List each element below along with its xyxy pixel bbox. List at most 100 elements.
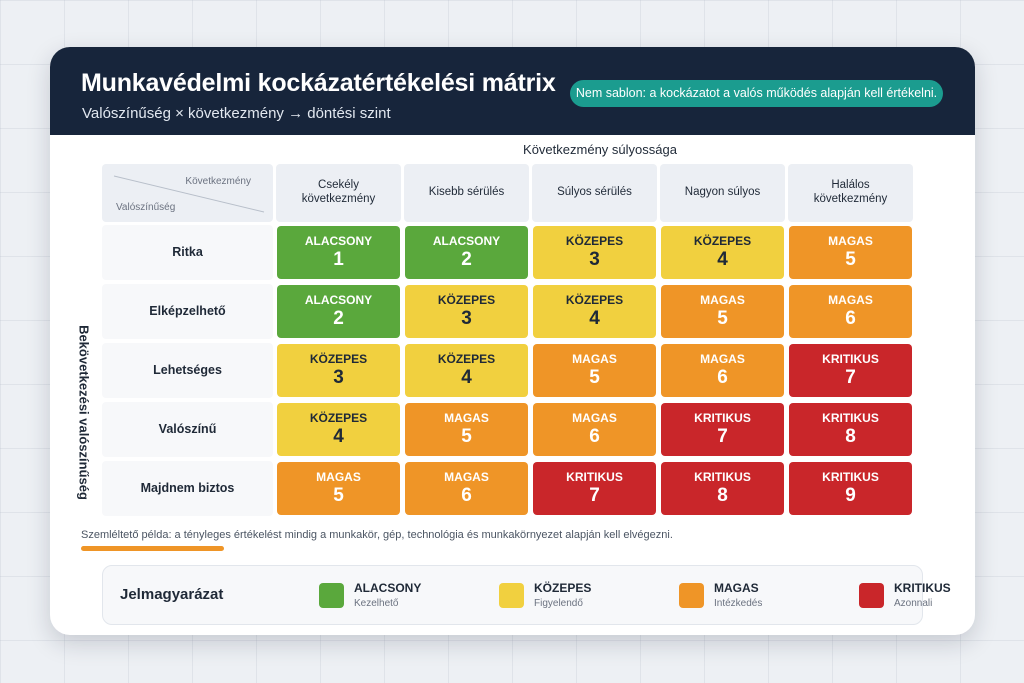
risk-score: 3	[589, 249, 600, 270]
matrix-cell-rare-fatal: MAGAS 5	[789, 226, 912, 279]
matrix-cell-likely-negligible: KÖZEPES 4	[277, 403, 400, 456]
row-header-likely: Valószínű	[102, 402, 273, 457]
matrix-cell-possible-imaginable-minor: KÖZEPES 3	[405, 285, 528, 338]
row-header-possible: Lehetséges	[102, 343, 273, 398]
risk-level-label: KÖZEPES	[309, 411, 368, 425]
matrix-cell-possible-imaginable-negligible: ALACSONY 2	[277, 285, 400, 338]
risk-score: 3	[461, 308, 472, 329]
matrix-cell-likely-fatal: KRITIKUS 8	[789, 403, 912, 456]
risk-level-label: KRITIKUS	[694, 411, 751, 425]
matrix-cell-rare-negligible: ALACSONY 1	[277, 226, 400, 279]
consequence-axis-title: Következmény súlyossága	[523, 142, 677, 157]
risk-level-label: MAGAS	[700, 293, 745, 307]
legend-swatch-low	[319, 583, 344, 608]
risk-score: 6	[845, 308, 856, 329]
risk-level-label: KRITIKUS	[694, 470, 751, 484]
matrix-cell-possible-serious: MAGAS 5	[533, 344, 656, 397]
corner-likelihood-label: Valószínűség	[116, 202, 176, 213]
column-header-fatal: Halálos következmény	[788, 164, 913, 222]
matrix-cell-possible-imaginable-very-serious: MAGAS 5	[661, 285, 784, 338]
page-title: Munkavédelmi kockázatértékelési mátrix	[81, 69, 556, 97]
risk-level-label: KRITIKUS	[822, 411, 879, 425]
risk-score: 5	[717, 308, 728, 329]
legend-desc: Intézkedés	[714, 598, 763, 609]
matrix-cell-likely-serious: MAGAS 6	[533, 403, 656, 456]
risk-score: 4	[333, 426, 344, 447]
matrix-cell-likely-minor: MAGAS 5	[405, 403, 528, 456]
matrix-cell-almost-certain-negligible: MAGAS 5	[277, 462, 400, 515]
matrix-cell-almost-certain-minor: MAGAS 6	[405, 462, 528, 515]
risk-score: 4	[717, 249, 728, 270]
matrix-cell-possible-imaginable-fatal: MAGAS 6	[789, 285, 912, 338]
page-subtitle: Valószínűség × következmény → döntési sz…	[82, 105, 391, 122]
legend-swatch-critical	[859, 583, 884, 608]
header: Munkavédelmi kockázatértékelési mátrix V…	[50, 47, 975, 135]
risk-level-label: KÖZEPES	[437, 293, 496, 307]
column-header-serious: Súlyos sérülés	[532, 164, 657, 222]
risk-score: 7	[717, 426, 728, 447]
legend-label: MAGAS	[714, 581, 759, 595]
legend-desc: Azonnali	[894, 598, 933, 609]
risk-level-label: KÖZEPES	[437, 352, 496, 366]
risk-level-label: MAGAS	[444, 470, 489, 484]
risk-score: 5	[333, 485, 344, 506]
footnote: Szemléltető példa: a tényleges értékelés…	[81, 529, 673, 541]
risk-level-label: ALACSONY	[304, 234, 373, 248]
legend-title: Jelmagyarázat	[120, 586, 224, 603]
matrix-cell-possible-fatal: KRITIKUS 7	[789, 344, 912, 397]
matrix-cell-rare-minor: ALACSONY 2	[405, 226, 528, 279]
risk-level-label: MAGAS	[316, 470, 361, 484]
risk-level-label: MAGAS	[444, 411, 489, 425]
risk-score: 4	[461, 367, 472, 388]
risk-score: 3	[333, 367, 344, 388]
note-badge: Nem sablon: a kockázatot a valós működés…	[570, 80, 943, 107]
matrix-cell-rare-serious: KÖZEPES 3	[533, 226, 656, 279]
legend-swatch-medium	[499, 583, 524, 608]
corner-diagonal-icon	[113, 175, 265, 213]
risk-level-label: MAGAS	[572, 411, 617, 425]
column-header-negligible: Csekély következmény	[276, 164, 401, 222]
matrix-cell-possible-negligible: KÖZEPES 3	[277, 344, 400, 397]
risk-score: 6	[461, 485, 472, 506]
risk-level-label: KÖZEPES	[693, 234, 752, 248]
risk-level-label: MAGAS	[572, 352, 617, 366]
row-header-possible-imaginable: Elképzelhető	[102, 284, 273, 339]
matrix-corner: Következmény Valószínűség	[102, 164, 273, 222]
risk-level-label: ALACSONY	[304, 293, 373, 307]
risk-level-label: KÖZEPES	[565, 234, 624, 248]
risk-score: 2	[461, 249, 472, 270]
risk-level-label: MAGAS	[828, 293, 873, 307]
risk-level-label: KÖZEPES	[565, 293, 624, 307]
risk-level-label: KRITIKUS	[566, 470, 623, 484]
legend-desc: Kezelhető	[354, 598, 399, 609]
matrix-cell-possible-minor: KÖZEPES 4	[405, 344, 528, 397]
risk-score: 9	[845, 485, 856, 506]
legend-label: KRITIKUS	[894, 581, 951, 595]
risk-score: 8	[845, 426, 856, 447]
legend-label: ALACSONY	[354, 581, 422, 595]
risk-score: 6	[717, 367, 728, 388]
risk-matrix-card: Munkavédelmi kockázatértékelési mátrix V…	[50, 47, 975, 635]
risk-score: 4	[589, 308, 600, 329]
risk-level-label: ALACSONY	[432, 234, 501, 248]
risk-score: 5	[845, 249, 856, 270]
matrix-cell-rare-very-serious: KÖZEPES 4	[661, 226, 784, 279]
footnote-accent-bar	[81, 546, 224, 551]
risk-score: 2	[333, 308, 344, 329]
row-header-rare: Ritka	[102, 225, 273, 280]
likelihood-axis-title: Bekövetkezési valószínűség	[76, 325, 92, 500]
column-header-minor: Kisebb sérülés	[404, 164, 529, 222]
matrix-cell-possible-very-serious: MAGAS 6	[661, 344, 784, 397]
corner-consequence-label: Következmény	[185, 176, 251, 187]
risk-level-label: MAGAS	[828, 234, 873, 248]
risk-score: 6	[589, 426, 600, 447]
legend: Jelmagyarázat ALACSONY Kezelhető KÖZEPES…	[102, 565, 951, 625]
risk-score: 1	[333, 249, 344, 270]
matrix-cell-possible-imaginable-serious: KÖZEPES 4	[533, 285, 656, 338]
legend-desc: Figyelendő	[534, 598, 583, 609]
matrix-cell-likely-very-serious: KRITIKUS 7	[661, 403, 784, 456]
risk-score: 7	[589, 485, 600, 506]
matrix-cell-almost-certain-fatal: KRITIKUS 9	[789, 462, 912, 515]
risk-level-label: MAGAS	[700, 352, 745, 366]
risk-score: 8	[717, 485, 728, 506]
